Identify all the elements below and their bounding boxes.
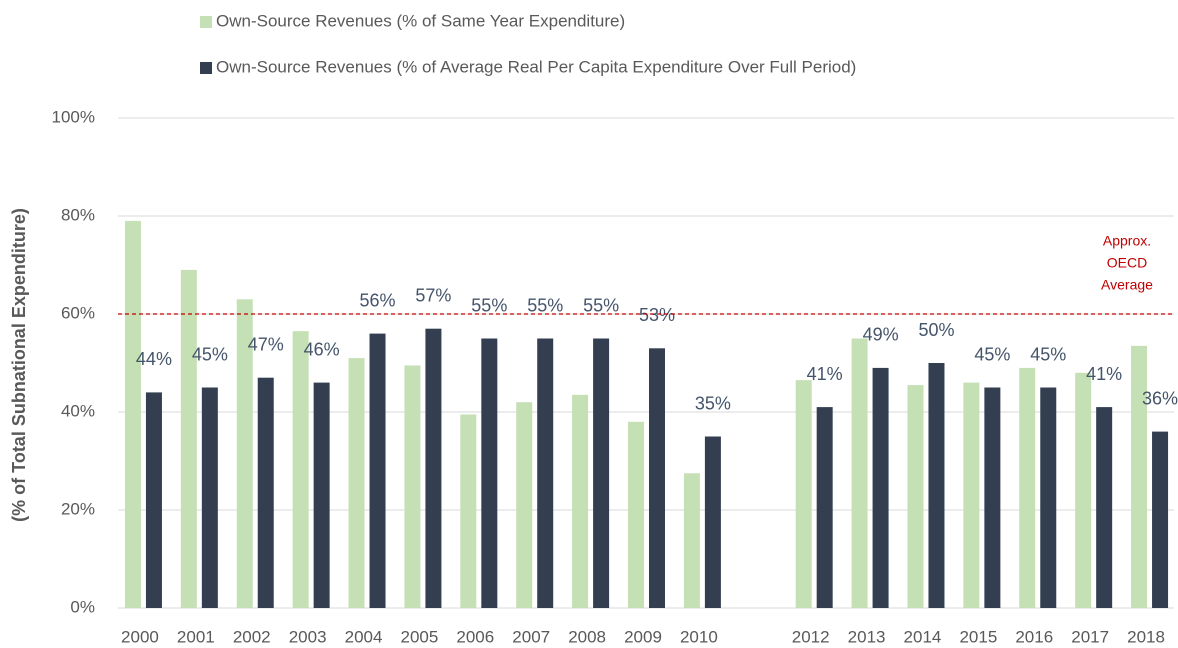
bar: [201, 387, 218, 608]
x-tick-label: 2017: [1071, 627, 1109, 646]
reference-label: Average: [1101, 277, 1153, 293]
data-label: 45%: [1030, 344, 1066, 364]
x-tick-label: 2013: [848, 627, 886, 646]
bar: [1075, 372, 1092, 608]
bar: [963, 382, 980, 608]
data-label: 55%: [583, 295, 619, 315]
data-label: 45%: [192, 344, 228, 364]
bar: [145, 392, 162, 608]
data-label: 50%: [918, 320, 954, 340]
x-tick-label: 2009: [624, 627, 662, 646]
bar: [907, 385, 924, 608]
bar: [369, 333, 386, 608]
y-tick-label: 40%: [61, 401, 95, 420]
data-label: 46%: [304, 339, 340, 359]
x-tick-label: 2018: [1127, 627, 1165, 646]
reference-label: Approx.: [1103, 233, 1151, 249]
bar: [348, 358, 365, 608]
legend-label: Own-Source Revenues (% of Average Real P…: [216, 57, 856, 76]
x-tick-label: 2012: [792, 627, 830, 646]
bar: [460, 414, 477, 608]
x-tick-label: 2000: [121, 627, 159, 646]
bar: [236, 299, 253, 608]
bar: [257, 377, 274, 608]
bar: [628, 421, 644, 608]
bar: [649, 348, 665, 608]
data-label: 47%: [248, 334, 284, 354]
legend-swatch: [200, 62, 212, 74]
x-tick-label: 2007: [512, 627, 550, 646]
y-tick-label: 20%: [61, 499, 95, 518]
legend-label: Own-Source Revenues (% of Same Year Expe…: [216, 11, 625, 30]
bar: [572, 394, 589, 608]
data-label: 41%: [807, 364, 843, 384]
data-label: 55%: [527, 295, 563, 315]
x-tick-label: 2002: [233, 627, 271, 646]
x-tick-label: 2016: [1015, 627, 1053, 646]
data-label: 55%: [471, 295, 507, 315]
bar: [425, 328, 442, 608]
data-label: 41%: [1086, 364, 1122, 384]
bar: [124, 220, 141, 608]
y-axis-label: (% of Total Subnational Expenditure): [9, 208, 29, 522]
data-label: 45%: [974, 344, 1010, 364]
data-label: 49%: [863, 325, 899, 345]
x-tick-label: 2008: [568, 627, 606, 646]
bar: [1019, 367, 1036, 608]
x-tick-label: 2015: [959, 627, 997, 646]
x-tick-label: 2014: [904, 627, 942, 646]
data-label: 56%: [360, 290, 396, 310]
legend-swatch: [200, 16, 212, 28]
x-tick-label: 2003: [289, 627, 327, 646]
bar: [928, 363, 945, 608]
y-tick-label: 0%: [70, 597, 95, 616]
bar: [516, 402, 533, 608]
reference-label: OECD: [1107, 255, 1147, 271]
bar: [1152, 431, 1169, 608]
bar: [537, 338, 554, 608]
bar: [872, 367, 889, 608]
y-tick-label: 60%: [61, 303, 95, 322]
y-tick-label: 80%: [61, 205, 95, 224]
bar: [313, 382, 330, 608]
data-label: 53%: [639, 305, 675, 325]
bar: [292, 331, 309, 608]
bar: [851, 338, 868, 608]
bar: [593, 338, 610, 608]
x-tick-label: 2010: [680, 627, 718, 646]
bar: [1096, 407, 1113, 608]
x-tick-label: 2006: [456, 627, 494, 646]
x-tick-label: 2004: [345, 627, 383, 646]
x-tick-label: 2005: [401, 627, 439, 646]
bar: [481, 338, 498, 608]
bar: [683, 473, 700, 608]
data-label: 36%: [1142, 388, 1178, 408]
bar: [404, 365, 421, 608]
bar: [704, 436, 721, 608]
y-tick-label: 100%: [52, 107, 95, 126]
bar: [795, 380, 812, 608]
bar: [1040, 387, 1057, 608]
data-label: 57%: [415, 285, 451, 305]
bar: [1131, 345, 1148, 608]
x-tick-label: 2001: [177, 627, 215, 646]
data-label: 35%: [695, 393, 731, 413]
bar: [816, 407, 833, 608]
bar: [984, 387, 1001, 608]
data-label: 44%: [136, 349, 172, 369]
bar: [180, 269, 197, 608]
